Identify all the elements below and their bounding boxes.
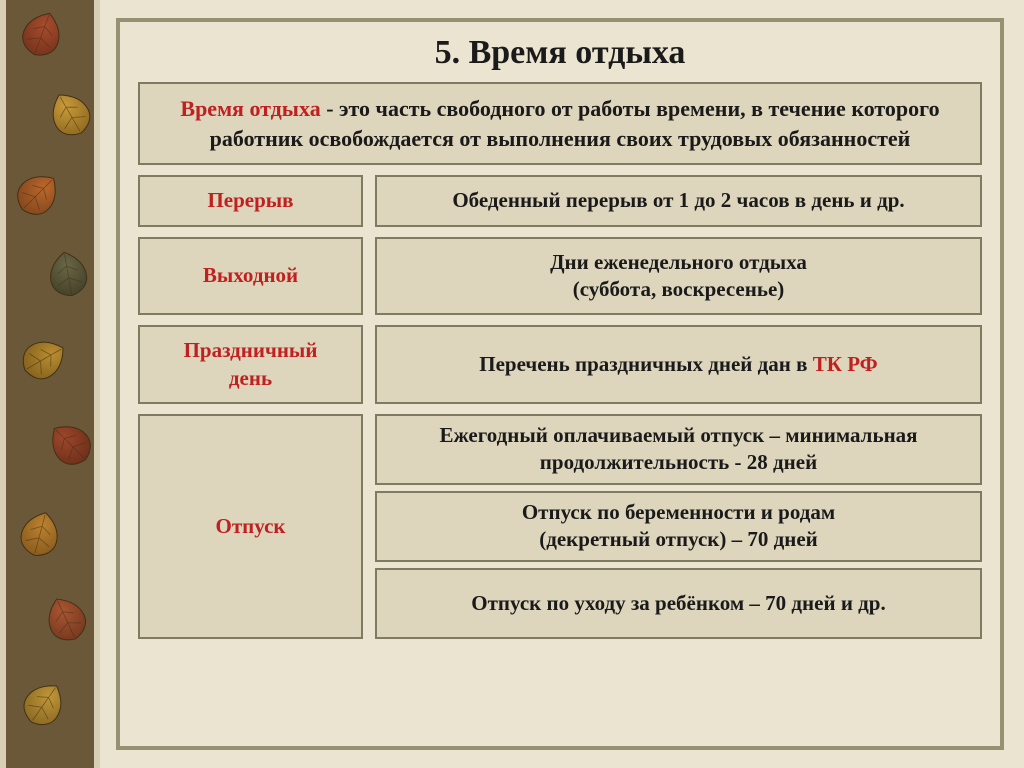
label-break: Перерыв [138,175,363,226]
desc-holiday: Перечень праздничных дней дан в ТК РФ [375,325,982,404]
vacation-items: Ежегодный оплачиваемый отпуск – минималь… [375,414,982,639]
desc-holiday-tk: ТК РФ [813,352,878,376]
row-holiday: Праздничныйдень Перечень праздничных дне… [138,325,982,404]
decorative-sidebar [0,0,100,768]
label-vacation: Отпуск [138,414,363,639]
leaf-icon [34,587,98,651]
leaf-icon [11,326,77,392]
definition-box: Время отдыха - это часть свободного от р… [138,82,982,165]
label-weekend: Выходной [138,237,363,316]
label-holiday: Праздничныйдень [138,325,363,404]
leaf-icon [11,505,70,564]
desc-holiday-pre: Перечень праздничных дней дан в [479,352,812,376]
desc-weekend: Дни еженедельного отдыха(суббота, воскре… [375,237,982,316]
page-title: 5. Время отдыха [138,34,982,72]
leaf-icon [11,3,73,65]
row-vacation: Отпуск Ежегодный оплачиваемый отпуск – м… [138,414,982,639]
vacation-item-maternity: Отпуск по беременности и родам(декретный… [375,491,982,562]
leaf-icon [4,160,72,228]
vacation-item-annual: Ежегодный оплачиваемый отпуск – минималь… [375,414,982,485]
row-break: Перерыв Обеденный перерыв от 1 до 2 часо… [138,175,982,226]
main-content: 5. Время отдыха Время отдыха - это часть… [100,0,1024,768]
leaf-icon [40,246,96,302]
leaf-icon [36,410,100,478]
row-weekend: Выходной Дни еженедельного отдыха(суббот… [138,237,982,316]
content-frame: 5. Время отдыха Время отдыха - это часть… [116,18,1004,750]
vacation-item-childcare: Отпуск по уходу за ребёнком – 70 дней и … [375,568,982,639]
definition-term: Время отдыха [180,96,320,121]
leaf-icon [37,81,100,147]
leaf-icon [11,671,78,738]
desc-break: Обеденный перерыв от 1 до 2 часов в день… [375,175,982,226]
